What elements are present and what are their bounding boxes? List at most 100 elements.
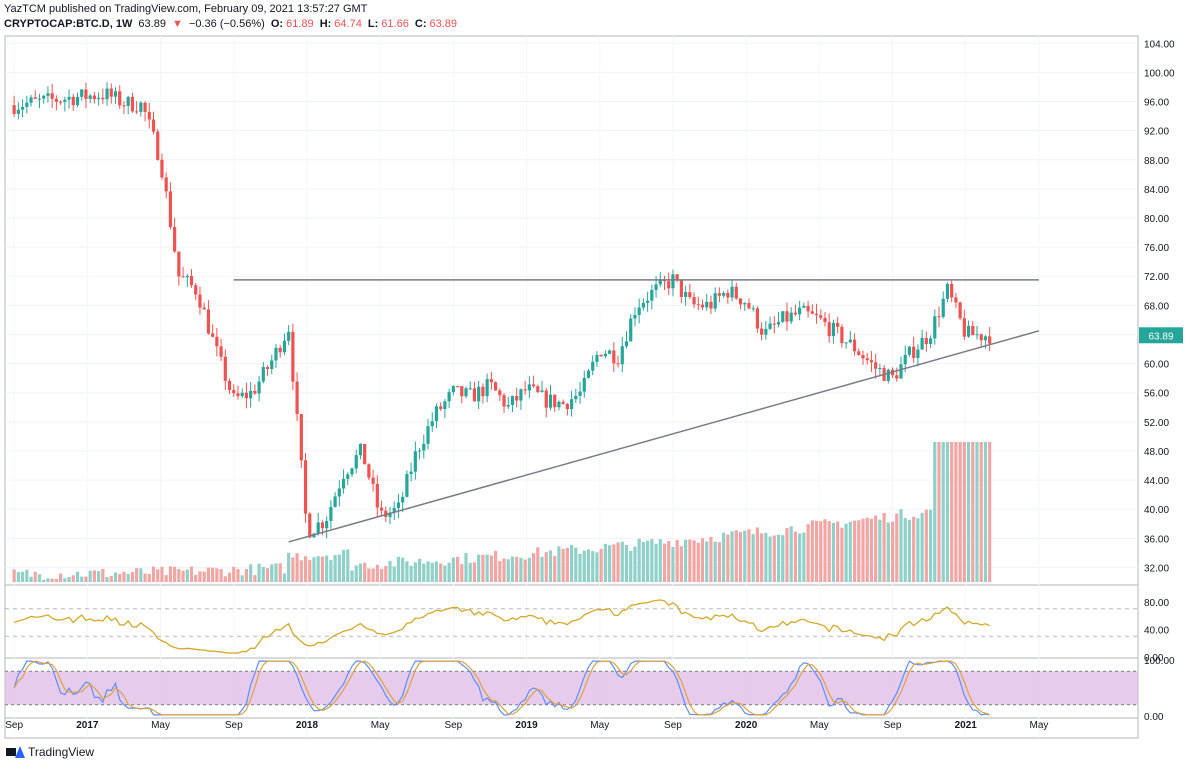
candle-body [975, 334, 979, 336]
volume-bar [329, 559, 333, 582]
volume-bar [249, 564, 253, 582]
candle-body [50, 93, 54, 99]
candle-body [531, 384, 536, 387]
rsi-line [13, 599, 990, 654]
volume-bar [88, 570, 92, 582]
candle-body [810, 311, 814, 314]
candle-body [983, 336, 988, 341]
volume-bar [798, 533, 802, 582]
candle-body [422, 443, 426, 451]
volume-bar [173, 566, 177, 582]
volume-bar [63, 578, 67, 582]
candle-body [536, 386, 540, 392]
candle-body [147, 111, 151, 120]
candle-body [857, 351, 861, 356]
candle-body [548, 394, 553, 408]
candle-body [654, 284, 658, 290]
volume-bar [236, 569, 240, 582]
candle-body [895, 375, 899, 379]
volume-bar [667, 541, 671, 582]
volume-bar [789, 526, 793, 582]
candle-body [912, 346, 916, 358]
volume-bar [882, 512, 886, 582]
volume-bar [764, 532, 768, 582]
volume-bar [717, 542, 722, 582]
candle-body [151, 119, 156, 132]
candle-body [396, 502, 401, 508]
candle-body [591, 361, 595, 371]
volume-bar [181, 570, 185, 582]
volume-bar [544, 552, 548, 582]
chart-canvas[interactable]: 104.00 100.00 96.00 92.00 88.00 84.00 80.00 76.… [0, 0, 1185, 740]
candle-body [253, 390, 257, 394]
volume-bar [523, 559, 527, 582]
close-label: C: [414, 18, 427, 30]
candle-body [417, 450, 422, 452]
candle-body [675, 274, 679, 281]
volume-bar [303, 556, 308, 582]
volume-bar [481, 554, 485, 582]
candle-body [730, 286, 734, 298]
candle-body [679, 280, 683, 297]
candle-body [899, 364, 903, 379]
time-tick-label: 2020 [735, 720, 758, 731]
candle-body [755, 308, 760, 329]
candle-body [540, 390, 544, 392]
candle-body [409, 471, 413, 475]
price-tick-label: 80.00 [1144, 214, 1169, 225]
volume-bar [629, 551, 633, 582]
price-tick-label: 88.00 [1144, 156, 1169, 167]
price-tick-label: 40.00 [1144, 505, 1169, 516]
volume-bar [836, 521, 840, 582]
volume-bar [375, 564, 379, 582]
volume-bar [823, 519, 827, 582]
candle-body [646, 300, 650, 303]
price-tick-label: 76.00 [1144, 243, 1169, 254]
candle-body [320, 522, 325, 529]
volume-bar [143, 573, 147, 582]
volume-bar [582, 550, 586, 582]
time-tick-label: May [371, 720, 390, 731]
volume-bar [899, 509, 903, 582]
volume-bar [460, 564, 464, 582]
volume-bar [101, 568, 105, 582]
volume-bar [620, 541, 624, 582]
volume-bar [831, 522, 836, 582]
candle-body [185, 275, 189, 278]
candle-body [527, 384, 531, 391]
volume-bar [84, 576, 88, 582]
candle-body [933, 316, 937, 339]
volume-bar [33, 571, 37, 582]
volume-bar [392, 566, 396, 582]
volume-bar [135, 568, 139, 582]
brand-name[interactable]: TradingView [28, 745, 95, 759]
candle-body [97, 97, 101, 100]
volume-bar [675, 539, 679, 582]
candle-body [80, 89, 84, 97]
time-tick-label: 2017 [76, 720, 99, 731]
last-price: 63.89 [138, 18, 166, 30]
candle-body [371, 477, 375, 484]
volume-bar [548, 550, 553, 582]
symbol-name[interactable]: CRYPTOCAP:BTC.D, 1W [4, 18, 133, 30]
last-price-tag [1139, 327, 1183, 344]
candle-body [54, 98, 58, 102]
candle-body [878, 368, 882, 370]
candle-body [71, 96, 75, 106]
volume-bar [608, 545, 612, 582]
volume-bar [810, 520, 814, 582]
candle-body [189, 275, 194, 286]
volume-bar [46, 578, 50, 582]
candle-body [122, 105, 126, 107]
volume-bar [354, 565, 358, 582]
volume-bar [206, 567, 211, 582]
time-tick-label: May [151, 720, 170, 731]
volume-bar [958, 442, 962, 582]
candle-body [215, 336, 219, 347]
stoch-tick-label: 100.00 [1144, 656, 1175, 667]
time-tick-label: Sep [884, 720, 902, 731]
candle-body [519, 389, 523, 401]
candle-body [489, 379, 493, 383]
candle-body [629, 318, 633, 342]
candle-body [502, 395, 506, 407]
